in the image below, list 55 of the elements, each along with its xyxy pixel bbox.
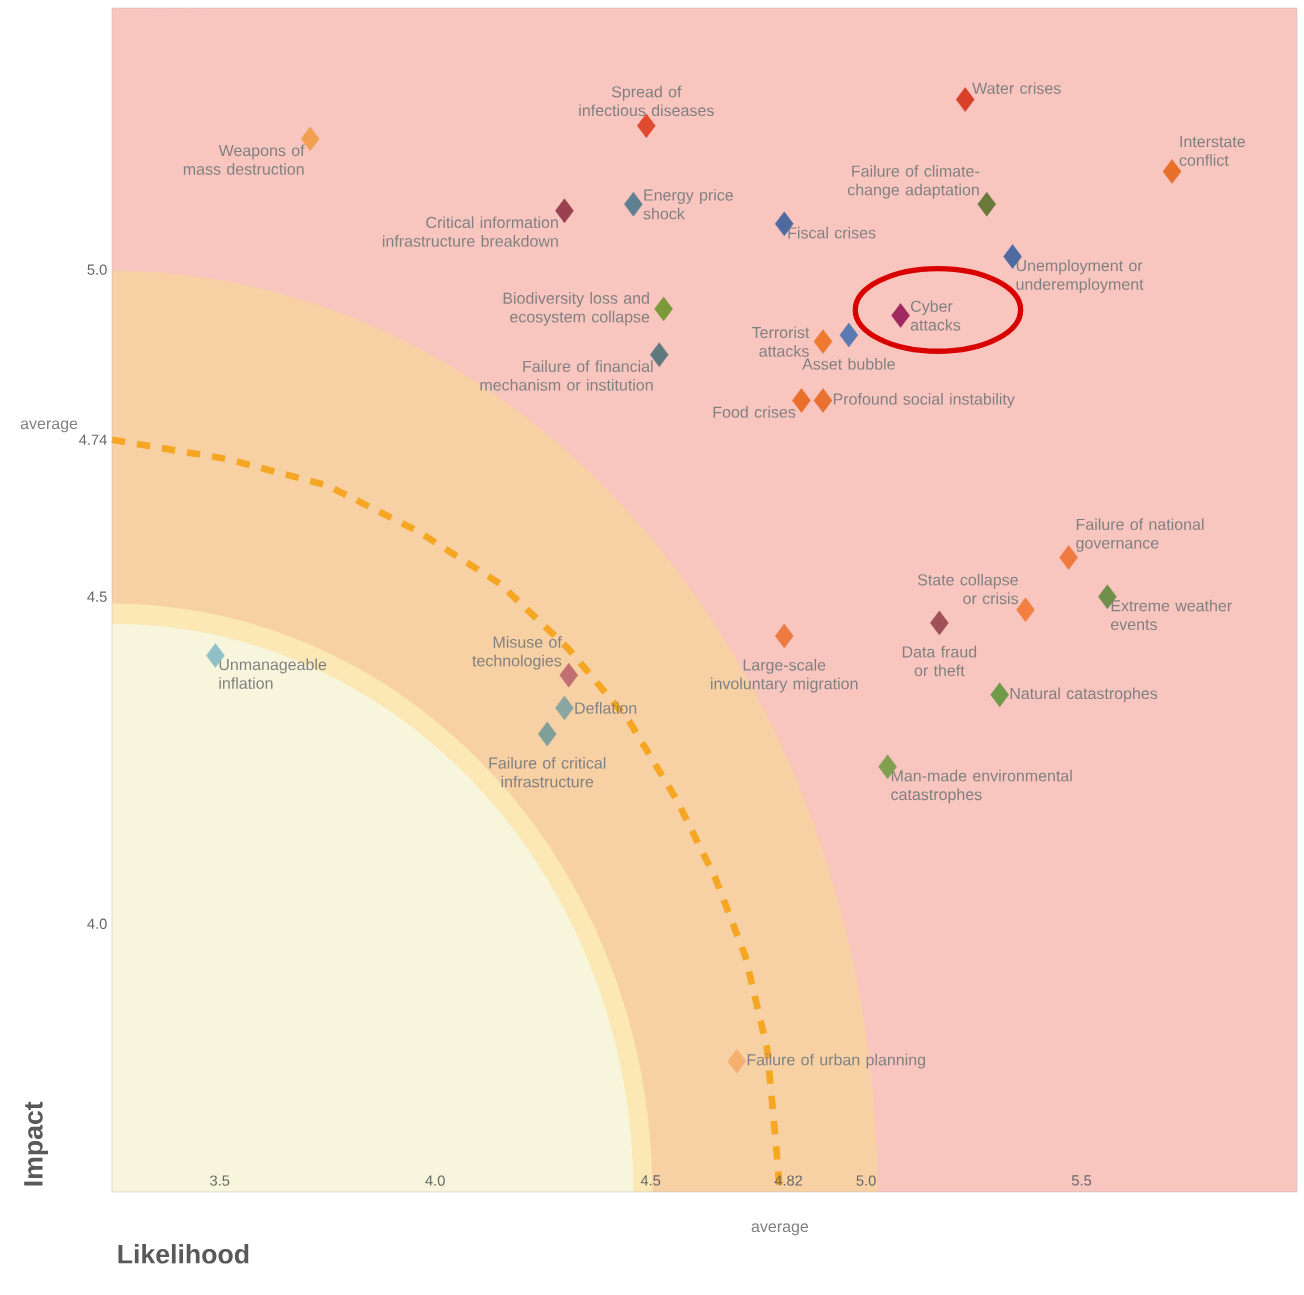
annotation: Large-scale involuntary migration [711,658,858,693]
annotation: Failure of financial mechanism or institution [480,360,653,391]
point [727,1048,747,1074]
annotation: Food crises [713,406,796,418]
y-tick-label: 5.0 [87,264,107,275]
point [555,695,574,721]
annotation: Failure of critical infrastructure [489,757,606,788]
annotation: Failure of climate-change adaptation [847,165,980,199]
x-tick-label: 5.0 [856,1175,876,1186]
annotation: Man-made environmental catastrophes [891,769,1072,804]
x-tick-label: 4.0 [425,1175,445,1186]
point [891,303,910,328]
point [774,623,794,649]
point [537,721,557,747]
point [839,322,859,348]
point [930,610,949,636]
annotation: Interstate conflict [1179,136,1245,166]
annotation: Natural catastrophes [1010,687,1158,703]
point [1016,597,1035,623]
annotation: Biodiversity loss and ecosystem collapse [503,292,650,326]
annotation: Failure of urban planning [747,1053,926,1069]
annotation: Spread of infectious diseases [579,85,714,117]
point [977,191,997,217]
text: average [20,420,78,433]
annotation: Misuse of technologies [472,636,562,670]
annotation: Unmanageable inflation [219,658,327,689]
y-tick-label: 4.0 [87,918,107,929]
annotation: Critical information infrastructure breakdown [382,216,558,247]
x-axis-title: Likelihood [118,1244,249,1264]
annotation: Energy price shock [643,189,733,220]
annotation: Failure of national governance [1076,518,1204,552]
annotation: Cyber attacks [910,300,961,331]
y-tick-label: 4.5 [87,591,107,602]
annotation: State collapse or crisis [917,573,1019,605]
x-tick-label: 5.5 [1071,1175,1092,1186]
point [990,682,1009,708]
annotation: Unemployment or underemployment [1016,259,1144,294]
y-tick-label: 4.74 [79,434,107,445]
point [1059,545,1078,570]
annotation: Weapons of mass destruction [183,144,305,175]
annotation: Terrorist attacks [751,326,810,357]
annotation: Profound social instability [833,393,1015,408]
point [624,191,643,217]
point [813,388,833,413]
annotation: Water crises [972,82,1061,94]
point [654,296,673,322]
x-tick-label: 4.5 [640,1175,661,1186]
annotation: Extreme weather events [1111,599,1232,631]
annotation: Fiscal crises [788,226,876,239]
annotation: Data fraud or theft [902,645,977,677]
text: average [751,1223,809,1236]
x-tick-label: 3.5 [210,1175,230,1186]
y-axis-title: Impact [24,1101,49,1186]
annotation: Asset bubble [802,358,895,370]
point [813,329,833,354]
